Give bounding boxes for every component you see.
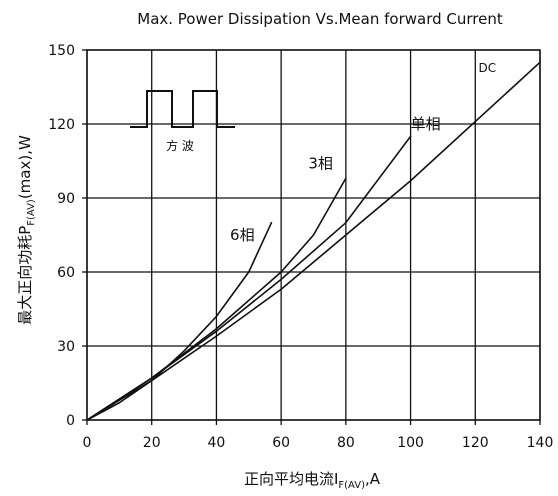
series-line-3	[86, 135, 412, 421]
x-tick-label: 100	[397, 435, 424, 451]
y-tick-label: 60	[57, 265, 75, 281]
plot-frame	[86, 49, 541, 421]
x-tick-label: 80	[337, 435, 355, 451]
square-wave-icon	[130, 90, 235, 128]
x-tick-label: 120	[462, 435, 489, 451]
tick-labels: 0 20 40 60 80 100 120 140 0 30 60 90 120 150	[48, 43, 553, 451]
x-tick-label: 20	[143, 435, 161, 451]
x-axis-label-unit: ,A	[365, 470, 381, 488]
x-axis-label: 正向平均电流IF(AV),A	[244, 470, 381, 491]
square-wave-inset: 方 波	[130, 90, 235, 153]
series-label-3: 单相	[411, 115, 441, 133]
series-labels: 6相 3相 单相 DC	[230, 61, 496, 244]
series-lines	[86, 61, 541, 421]
x-tick-label: 40	[208, 435, 226, 451]
series-line-1	[86, 221, 273, 421]
y-tick-label: 0	[66, 413, 75, 429]
x-tick-label: 140	[527, 435, 554, 451]
inset-label: 方 波	[166, 138, 194, 153]
x-axis-label-main: 正向平均电流I	[244, 470, 338, 488]
x-tick-label: 60	[272, 435, 290, 451]
y-tick-label: 120	[48, 117, 75, 133]
series-label-1: 6相	[230, 226, 255, 244]
series-label-4: DC	[479, 61, 497, 75]
y-axis-label-sub: F(AV)	[26, 199, 37, 226]
series-line-4	[86, 61, 541, 421]
y-tick-label: 30	[57, 339, 75, 355]
y-tick-label: 90	[57, 191, 75, 207]
chart-title: Max. Power Dissipation Vs.Mean forward C…	[137, 10, 503, 28]
x-axis-label-sub: F(AV)	[338, 480, 365, 491]
x-tick-label: 0	[83, 435, 92, 451]
y-tick-label: 150	[48, 43, 75, 59]
y-axis-label: 最大正向功耗PF(AV)(max),W	[16, 135, 37, 325]
y-axis-label-main: 最大正向功耗P	[16, 226, 34, 325]
series-label-2: 3相	[308, 154, 333, 172]
y-axis-label-unit: (max),W	[16, 135, 34, 199]
